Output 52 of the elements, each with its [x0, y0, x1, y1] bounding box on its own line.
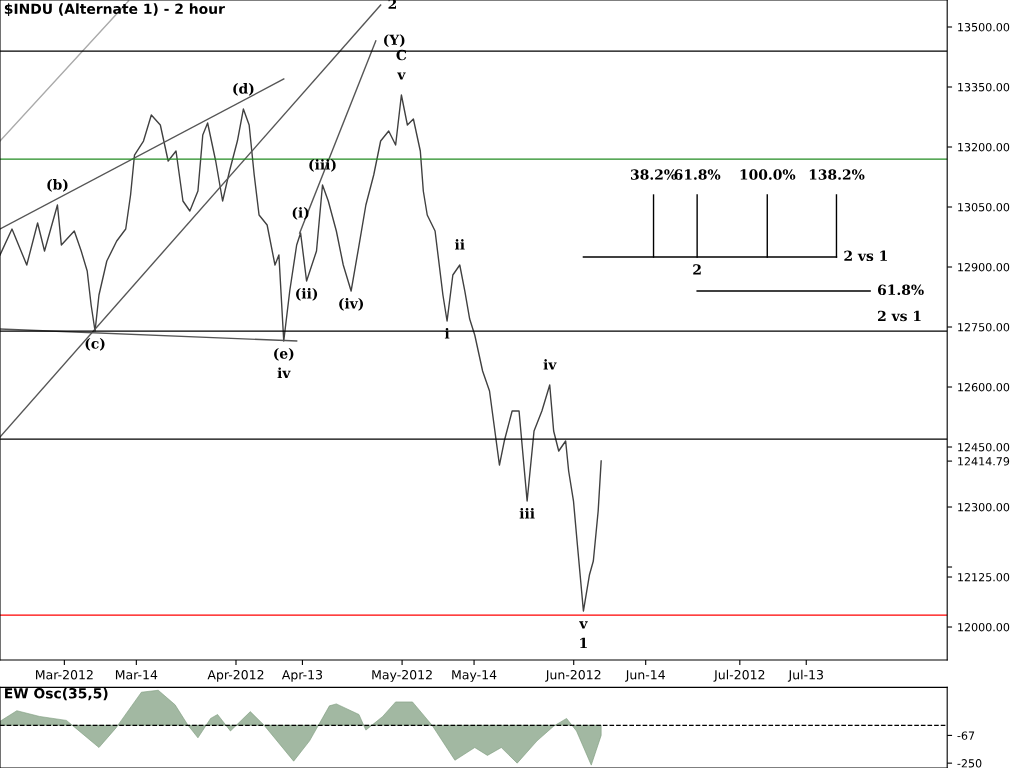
chart-title: $INDU (Alternate 1) - 2 hour [4, 3, 225, 16]
y-tick-label: 13350.00 [958, 82, 1010, 92]
y-tick-label: 13200.00 [958, 142, 1010, 152]
annotation: 2 [693, 264, 701, 275]
annotation: i [444, 327, 450, 339]
annotation: (iv) [339, 297, 364, 311]
annotation: iv [277, 367, 291, 378]
y-tick-label: -250 [957, 759, 982, 768]
x-tick-label: Jul-13 [787, 669, 823, 682]
annotation: 61.8% [674, 169, 721, 180]
y-tick-label: 12750.00 [958, 322, 1010, 332]
y-tick-label: 13500.00 [958, 22, 1010, 32]
annotation: 61.8% [877, 284, 924, 296]
annotation: 138.2% [809, 169, 865, 180]
y-tick-label: 12414.79 [958, 457, 1010, 466]
annotation: (e) [274, 347, 294, 361]
annotation: (iii) [309, 159, 336, 172]
chart-title: EW Osc(35,5) [5, 687, 108, 701]
annotation: ii [454, 239, 465, 250]
x-tick-label: Jun-2012 [545, 669, 601, 682]
annotation: (Y) [384, 34, 405, 47]
y-tick-label: 12450.00 [958, 442, 1010, 452]
x-tick-label: Apr-2012 [207, 669, 264, 682]
annotation: 38.2% [630, 169, 677, 180]
annotation: C [396, 49, 407, 61]
annotation: 100.0% [740, 169, 796, 180]
x-tick-label: May-2012 [372, 669, 432, 682]
annotation: 2 vs 1 [878, 310, 921, 322]
annotation: (d) [233, 83, 254, 96]
y-tick-label: 13050.00 [958, 202, 1010, 212]
y-tick-label: 12600.00 [958, 382, 1010, 392]
x-tick-label: Mar-14 [115, 670, 158, 680]
y-tick-label: 12000.00 [958, 622, 1010, 632]
x-tick-label: Jul-2012 [713, 669, 765, 682]
x-tick-label: May-14 [452, 670, 497, 682]
annotation: v [397, 72, 406, 80]
annotation: v [579, 621, 588, 629]
x-tick-label: Mar-2012 [36, 669, 93, 680]
annotation: 1 [580, 637, 587, 648]
annotation: (b) [47, 179, 68, 192]
annotation: iv [543, 359, 557, 370]
annotation: (i) [292, 207, 309, 220]
y-tick-label: 12300.00 [958, 502, 1010, 512]
annotation: iii [519, 507, 535, 519]
y-tick-label: 12125.00 [958, 572, 1010, 582]
y-tick-label: 12900.00 [958, 262, 1010, 272]
x-tick-label: Jun-14 [625, 670, 665, 682]
y-tick-label: -67 [957, 731, 975, 740]
annotation: (ii) [296, 287, 318, 301]
annotation: 2 vs 1 [844, 250, 887, 262]
x-tick-label: Apr-13 [281, 669, 323, 682]
annotation: (c) [85, 337, 105, 351]
